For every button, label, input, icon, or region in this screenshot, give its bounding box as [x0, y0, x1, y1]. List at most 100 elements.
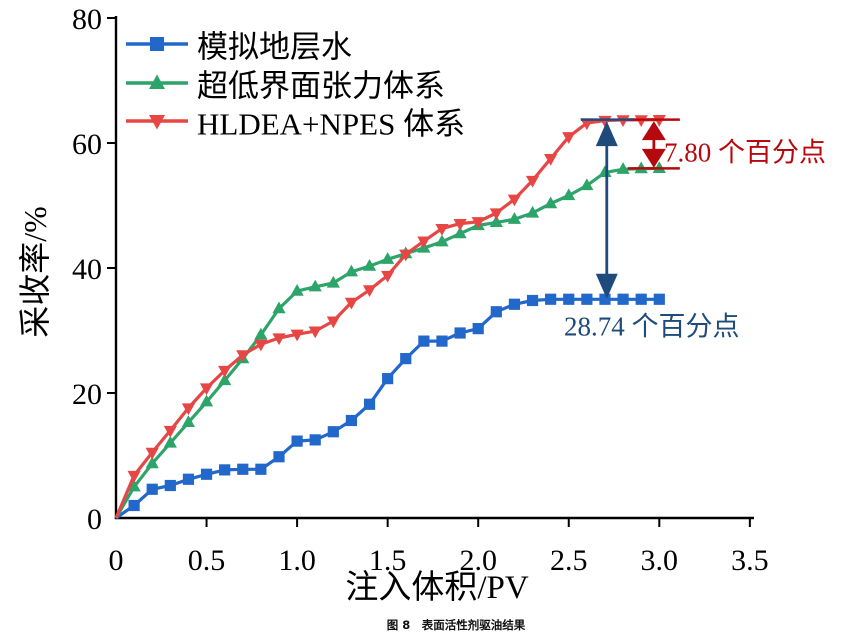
x-tick-label: 0 — [109, 544, 124, 577]
data-point-marker — [562, 188, 576, 201]
data-point-marker — [200, 468, 213, 480]
figure-caption: 图 8 表面活性剂驱油结果 — [386, 618, 526, 632]
data-point-marker — [127, 470, 141, 483]
data-point-marker — [472, 323, 484, 335]
data-point-marker — [381, 270, 395, 283]
data-point-marker — [580, 118, 594, 131]
data-point-marker — [436, 335, 448, 347]
data-point-marker — [581, 293, 593, 305]
data-point-marker — [562, 132, 576, 144]
data-point-marker — [236, 350, 250, 362]
data-point-marker — [435, 234, 449, 247]
data-point-marker — [435, 224, 449, 236]
data-point-marker — [272, 333, 286, 346]
x-tick-label: 0.5 — [188, 544, 226, 577]
data-point-marker — [255, 463, 267, 475]
data-point-marker — [400, 353, 412, 365]
data-point-marker — [290, 329, 304, 342]
data-point-marker — [616, 162, 630, 174]
x-tick-label: 1.5 — [369, 544, 407, 577]
x-axis-title: 注入体积/PV — [345, 570, 529, 606]
data-point-marker — [127, 479, 141, 492]
data-point-marker — [163, 435, 177, 448]
data-point-marker — [309, 434, 321, 446]
data-point-marker — [145, 456, 159, 469]
data-point-marker — [199, 394, 214, 407]
data-point-marker — [362, 285, 377, 297]
data-point-marker — [291, 435, 303, 447]
data-point-marker — [273, 451, 285, 463]
data-point-marker — [254, 339, 268, 352]
data-point-marker — [580, 178, 594, 191]
data-point-marker — [150, 37, 164, 51]
data-point-marker — [219, 464, 231, 476]
data-point-marker — [182, 473, 195, 485]
annotation-red-green-gap: 7.80 个百分点 — [664, 137, 826, 168]
data-point-marker — [508, 298, 521, 310]
data-point-marker — [345, 414, 358, 427]
data-point-marker — [290, 284, 304, 296]
data-point-marker — [418, 335, 430, 347]
annotation-arrowhead-down — [595, 273, 618, 299]
data-point-marker — [507, 194, 522, 207]
data-point-marker — [653, 293, 665, 305]
data-point-marker — [616, 115, 630, 127]
data-point-marker — [146, 483, 158, 495]
data-point-marker — [490, 306, 502, 318]
data-point-marker — [489, 208, 503, 221]
x-tick-label: 2.5 — [550, 544, 588, 577]
data-point-marker — [181, 403, 196, 416]
x-tick-label: 3.5 — [731, 544, 769, 577]
data-point-marker — [598, 165, 612, 177]
y-tick-label: 20 — [72, 378, 102, 411]
data-point-marker — [417, 236, 431, 249]
data-point-marker — [617, 293, 629, 305]
data-point-marker — [128, 499, 140, 512]
data-point-marker — [544, 196, 558, 209]
data-point-marker — [163, 425, 177, 438]
data-point-marker — [634, 115, 648, 127]
annotation-arrowhead-down — [641, 148, 666, 168]
legend-item-ultra-low-ift-system: 超低界面张力体系 — [197, 68, 445, 104]
data-point-marker — [218, 373, 232, 386]
data-point-marker — [544, 154, 558, 166]
annotation-red-blue-gap: 28.74 个百分点 — [564, 311, 740, 342]
data-point-marker — [327, 426, 339, 438]
y-tick-label: 0 — [87, 503, 102, 536]
data-point-marker — [326, 316, 340, 329]
data-point-marker — [272, 301, 286, 314]
data-point-marker — [145, 447, 159, 460]
data-point-marker — [454, 327, 466, 339]
x-tick-label: 2.0 — [459, 544, 497, 577]
data-point-marker — [489, 215, 503, 227]
data-point-marker — [525, 205, 540, 218]
data-point-marker — [344, 264, 359, 277]
legend-item-simulated-formation-water: 模拟地层水 — [197, 29, 352, 65]
legend-item-hldea-npes-system: HLDEA+NPES 体系 — [197, 106, 466, 142]
data-point-marker — [344, 297, 359, 310]
y-tick-label: 80 — [72, 3, 102, 36]
data-point-marker — [381, 252, 395, 264]
data-point-marker — [507, 212, 522, 224]
data-point-marker — [254, 327, 268, 340]
data-point-marker — [399, 249, 413, 262]
data-point-marker — [181, 415, 196, 427]
data-point-marker — [199, 383, 214, 396]
data-point-marker — [525, 175, 540, 188]
data-point-marker — [635, 293, 647, 305]
data-point-marker — [545, 293, 557, 305]
data-point-marker — [308, 279, 322, 292]
x-tick-label: 3.0 — [641, 544, 679, 577]
data-point-marker — [471, 217, 485, 229]
data-point-marker — [164, 479, 176, 492]
data-point-marker — [382, 373, 394, 385]
annotation-arrowhead-up — [595, 121, 618, 147]
y-axis-title: 采收率/% — [17, 206, 53, 338]
data-point-marker — [326, 275, 340, 288]
y-tick-label: 40 — [72, 253, 102, 286]
data-point-marker — [308, 326, 322, 339]
data-point-marker — [363, 398, 376, 410]
data-point-marker — [599, 293, 611, 305]
